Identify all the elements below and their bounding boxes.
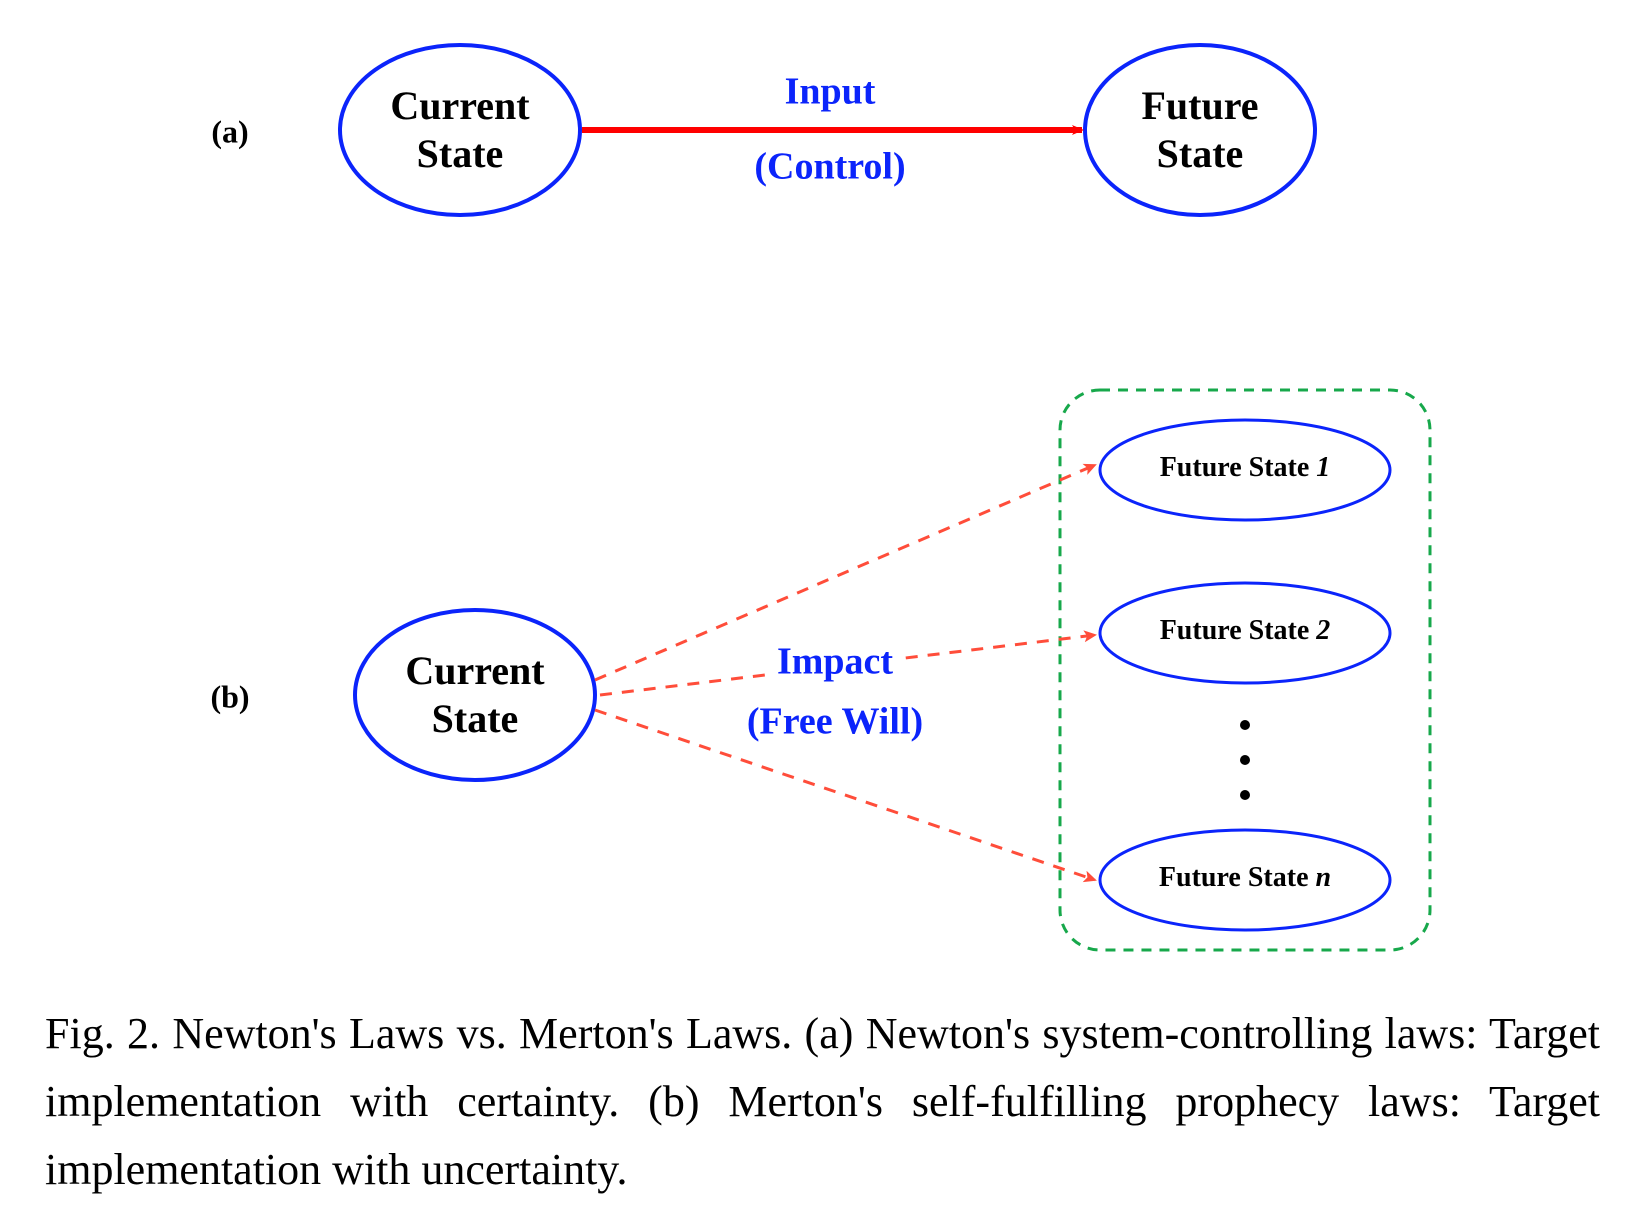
svg-text:Impact: Impact: [777, 641, 893, 683]
future-state-1-node: Future State 1: [1100, 420, 1390, 520]
panel-b-label: (b): [210, 678, 249, 714]
ellipsis-dots-icon: [1240, 720, 1250, 800]
svg-text:Current: Current: [390, 83, 530, 128]
future-state-n-node: Future State n: [1100, 830, 1390, 930]
svg-text:Future State 2: Future State 2: [1160, 615, 1331, 646]
svg-text:Future: Future: [1141, 83, 1258, 128]
svg-text:Future State n: Future State n: [1159, 862, 1331, 893]
future-state-node-a: FutureState: [1085, 45, 1315, 215]
arrow-b-label: ImpactImpact(Free Will)(Free Will): [747, 641, 923, 743]
future-state-2-node: Future State 2: [1100, 583, 1390, 683]
svg-text:Current: Current: [405, 648, 545, 693]
figure-page: (a)CurrentStateFutureStateInput(Control)…: [0, 0, 1645, 1212]
diagram-svg: (a)CurrentStateFutureStateInput(Control)…: [0, 0, 1645, 990]
svg-text:Input: Input: [785, 71, 876, 113]
panel-a-label: (a): [211, 113, 248, 149]
figure-caption: Fig. 2. Newton's Laws vs. Merton's Laws.…: [45, 1000, 1600, 1205]
svg-text:Future State 1: Future State 1: [1160, 452, 1331, 483]
svg-text:State: State: [417, 131, 504, 176]
current-state-node-b: CurrentState: [355, 610, 595, 780]
svg-text:State: State: [432, 696, 519, 741]
current-state-node-a: CurrentState: [340, 45, 580, 215]
svg-text:(Free Will): (Free Will): [747, 701, 923, 743]
svg-text:(Control): (Control): [754, 146, 905, 188]
svg-text:State: State: [1157, 131, 1244, 176]
